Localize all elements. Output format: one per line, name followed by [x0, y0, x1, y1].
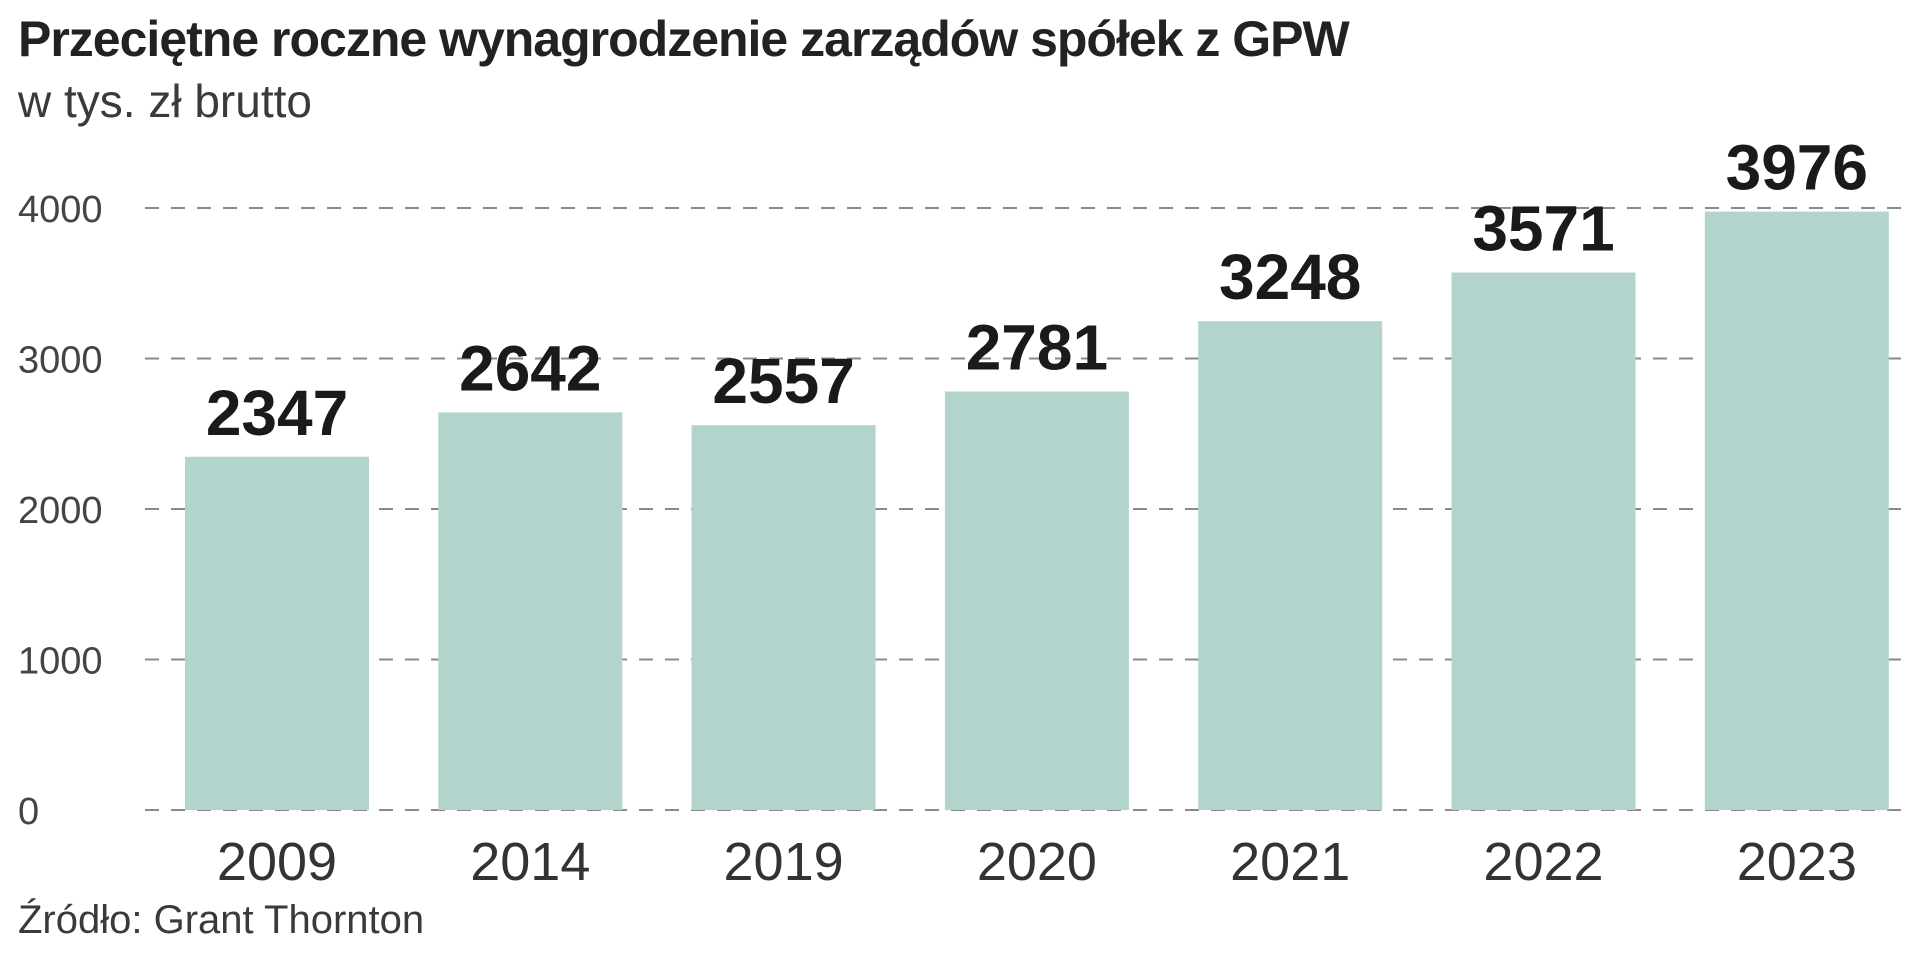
- value-label-2023: 3976: [1726, 132, 1868, 204]
- value-label-2014: 2642: [459, 332, 601, 404]
- x-category-label: 2019: [724, 832, 844, 892]
- x-category-label: 2021: [1230, 832, 1350, 892]
- bar-2021: [1198, 321, 1383, 810]
- bar-2023: [1704, 211, 1889, 810]
- y-tick-label: 2000: [18, 490, 103, 532]
- bar-2020: [944, 391, 1129, 810]
- x-category-label: 2020: [977, 832, 1097, 892]
- y-tick-label: 0: [18, 791, 39, 833]
- chart-subtitle: w tys. zł brutto: [18, 75, 312, 127]
- bars: [185, 211, 1889, 810]
- y-tick-label: 1000: [18, 641, 103, 683]
- y-tick-label: 4000: [18, 189, 103, 231]
- x-category-label: 2009: [217, 832, 337, 892]
- value-label-2009: 2347: [206, 377, 348, 449]
- y-tick-label: 3000: [18, 340, 103, 382]
- value-label-2021: 3248: [1219, 241, 1361, 313]
- chart-source: Źródło: Grant Thornton: [18, 898, 425, 942]
- value-labels: 2347 2642 2557 2781 3248 3571 3976: [206, 132, 1868, 449]
- bar-2019: [691, 425, 876, 810]
- value-label-2020: 2781: [966, 311, 1108, 383]
- y-axis-ticks: 0 1000 2000 3000 4000: [18, 189, 103, 833]
- chart-title: Przeciętne roczne wynagrodzenie zarządów…: [18, 11, 1350, 67]
- x-category-label: 2014: [470, 832, 590, 892]
- value-label-2022: 3571: [1472, 193, 1614, 265]
- bar-2014: [438, 412, 623, 810]
- bar-2022: [1451, 272, 1636, 810]
- x-category-label: 2022: [1483, 832, 1603, 892]
- x-category-label: 2023: [1737, 832, 1857, 892]
- x-axis-categories: 2009 2014 2019 2020 2021 2022 2023: [217, 832, 1857, 892]
- bar-2009: [185, 456, 369, 810]
- value-label-2019: 2557: [712, 345, 854, 417]
